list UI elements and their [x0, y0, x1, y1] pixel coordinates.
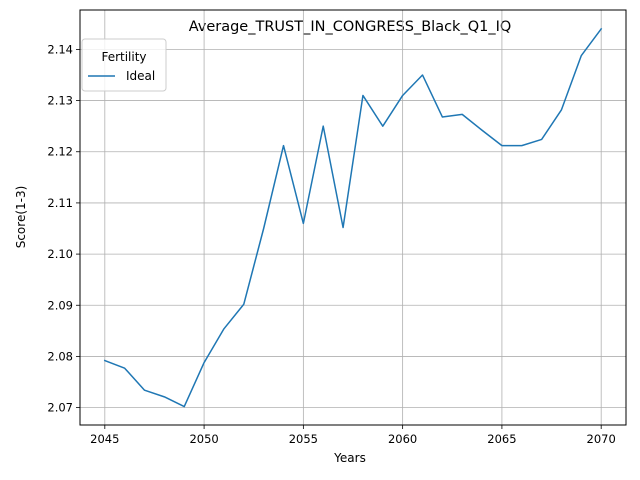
y-tick-label: 2.08 [47, 349, 73, 363]
y-tick-label: 2.07 [47, 401, 73, 415]
y-tick-label: 2.14 [47, 42, 73, 56]
x-axis-label: Years [333, 451, 366, 465]
x-tick-label: 2060 [388, 432, 417, 446]
legend-entry-ideal: Ideal [126, 69, 155, 83]
y-tick-label: 2.10 [47, 247, 73, 261]
x-tick-label: 2050 [189, 432, 218, 446]
legend: Fertility Ideal [82, 39, 166, 91]
x-tick-label: 2045 [90, 432, 119, 446]
x-tick-label: 2055 [289, 432, 318, 446]
y-tick-label: 2.13 [47, 94, 73, 108]
x-tick-label: 2065 [487, 432, 516, 446]
legend-box [82, 39, 166, 91]
y-tick-label: 2.11 [47, 196, 73, 210]
y-tick-label: 2.09 [47, 298, 73, 312]
chart-title: Average_TRUST_IN_CONGRESS_Black_Q1_IQ [189, 19, 512, 35]
x-tick-label: 2070 [587, 432, 616, 446]
legend-title: Fertility [101, 50, 146, 64]
y-tick-label: 2.12 [47, 145, 73, 159]
y-axis-label: Score(1-3) [14, 186, 28, 249]
